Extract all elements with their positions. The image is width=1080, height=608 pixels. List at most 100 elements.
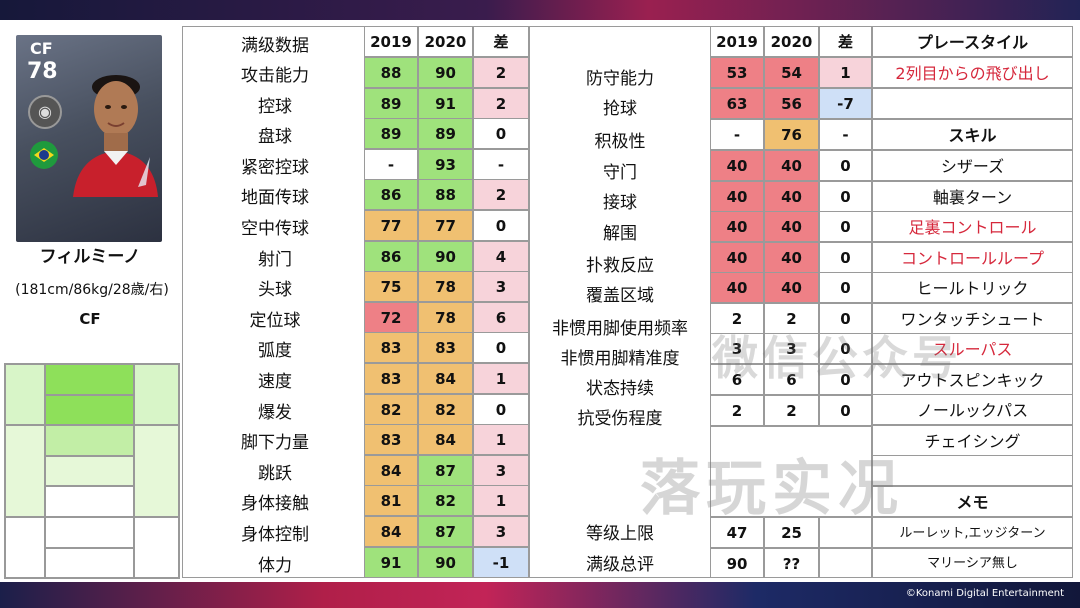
stat-label: 跳跃 xyxy=(258,463,292,484)
stat-diff: 2 xyxy=(473,179,529,211)
stat-label: 空中传球 xyxy=(241,219,309,239)
stat-2020: 84 xyxy=(418,363,473,394)
play-style-value: 2列目からの飛び出し xyxy=(872,57,1073,88)
stat-2019: 88 xyxy=(364,57,418,88)
summary-2019: 90 xyxy=(710,548,764,578)
stat-2019: 40 xyxy=(710,181,764,212)
stat-diff: 0 xyxy=(819,272,872,303)
player-card[interactable]: CF 78 ◉ xyxy=(16,35,162,242)
position-map xyxy=(4,363,180,579)
stat-2020: 78 xyxy=(418,271,473,303)
memo-line-1: ルーレット,エッジターン xyxy=(872,517,1073,548)
right-header-diff: 差 xyxy=(819,26,872,57)
stat-diff: 3 xyxy=(473,271,529,303)
skill-item: 軸裏ターン xyxy=(872,180,1073,212)
top-banner xyxy=(0,0,1080,20)
play-style-header: プレースタイル xyxy=(872,26,1073,57)
pos-amf xyxy=(45,425,134,456)
stat-label: 防守能力 xyxy=(586,69,654,89)
stat-2019: - xyxy=(364,148,418,180)
stat-label: 解围 xyxy=(603,224,637,244)
stat-2020: 76 xyxy=(764,119,819,150)
stat-diff: 0 xyxy=(473,393,529,425)
stat-diff: -7 xyxy=(819,88,872,119)
stat-2020: 77 xyxy=(418,210,473,241)
stat-2019: - xyxy=(710,119,764,150)
stat-2020: 54 xyxy=(764,57,819,88)
right-header-2020: 2020 xyxy=(764,26,819,57)
summary-2020: 25 xyxy=(764,517,819,548)
summary-diff xyxy=(819,548,872,578)
stat-2020: 78 xyxy=(418,301,473,333)
stat-label: 弧度 xyxy=(258,341,292,362)
stat-2019: 72 xyxy=(364,301,418,333)
stat-diff: 1 xyxy=(473,363,529,394)
stat-2019: 83 xyxy=(364,332,418,364)
summary-diff xyxy=(819,517,872,548)
stat-label: 非惯用脚使用频率 xyxy=(552,319,688,339)
card-position: CF xyxy=(30,39,53,58)
stat-2019: 83 xyxy=(364,424,418,456)
skills-empty xyxy=(872,455,1073,486)
stat-2019: 89 xyxy=(364,118,418,150)
stat-2020: 40 xyxy=(764,150,819,181)
stat-2019: 81 xyxy=(364,485,418,517)
stat-label: 盘球 xyxy=(258,127,292,148)
stat-label: 接球 xyxy=(603,193,637,213)
stat-diff: 0 xyxy=(473,210,529,241)
stat-diff: 0 xyxy=(473,332,529,364)
stat-label: 体力 xyxy=(258,555,292,576)
stat-label: 抢球 xyxy=(603,99,637,119)
stat-diff: - xyxy=(819,119,872,150)
stat-diff: 6 xyxy=(473,301,529,333)
player-name: フィルミーノ xyxy=(39,247,141,267)
stat-label: 爆发 xyxy=(258,402,292,423)
memo-line-2: マリーシア無し xyxy=(872,548,1073,578)
stat-2019: 6 xyxy=(710,364,764,395)
stat-diff: 0 xyxy=(819,303,872,334)
stat-diff: 1 xyxy=(473,424,529,456)
stat-2019: 2 xyxy=(710,395,764,426)
stat-label: 积极性 xyxy=(594,132,646,152)
stat-diff: 2 xyxy=(473,57,529,88)
stat-2020: 83 xyxy=(418,332,473,364)
stat-2019: 86 xyxy=(364,240,418,272)
summary-2020: ?? xyxy=(764,548,819,578)
skill-item: 足裏コントロール xyxy=(872,211,1073,242)
stat-2020: 90 xyxy=(418,546,473,578)
player-main-position: CF xyxy=(79,310,101,328)
stat-diff: 1 xyxy=(473,485,529,517)
pos-cb xyxy=(45,517,134,548)
stat-2020: 90 xyxy=(418,240,473,272)
stat-label: 身体控制 xyxy=(241,525,309,545)
stat-2020: 40 xyxy=(764,211,819,242)
stat-diff: 0 xyxy=(819,364,872,395)
header-2019: 2019 xyxy=(364,26,418,57)
stat-2019: 75 xyxy=(364,271,418,303)
player-info: (181cm/86kg/28歳/右) xyxy=(15,282,169,298)
stat-diff: 0 xyxy=(819,333,872,364)
stat-2020: 6 xyxy=(764,364,819,395)
right-table-spacer xyxy=(710,426,872,517)
skill-item: コントロールループ xyxy=(872,241,1073,273)
stat-label: 非惯用脚精准度 xyxy=(560,349,680,369)
stat-2020: 82 xyxy=(418,485,473,517)
stat-diff: 1 xyxy=(819,57,872,88)
stat-2020: 84 xyxy=(418,424,473,456)
stat-diff: 2 xyxy=(473,87,529,119)
stat-2020: 89 xyxy=(418,118,473,150)
stat-2020: 56 xyxy=(764,88,819,119)
stat-2019: 40 xyxy=(710,211,764,242)
stat-2020: 40 xyxy=(764,272,819,303)
brazil-flag-icon xyxy=(30,141,58,169)
stat-2019: 40 xyxy=(710,150,764,181)
stat-label: 守门 xyxy=(603,163,637,183)
play-style-empty xyxy=(872,88,1073,119)
stat-2020: 3 xyxy=(764,333,819,364)
stat-2019: 63 xyxy=(710,88,764,119)
stat-2019: 77 xyxy=(364,210,418,241)
stat-diff: 0 xyxy=(819,211,872,242)
pos-cmf xyxy=(45,456,134,486)
stat-label: 扑救反应 xyxy=(586,256,654,276)
pos-cf xyxy=(45,364,134,395)
